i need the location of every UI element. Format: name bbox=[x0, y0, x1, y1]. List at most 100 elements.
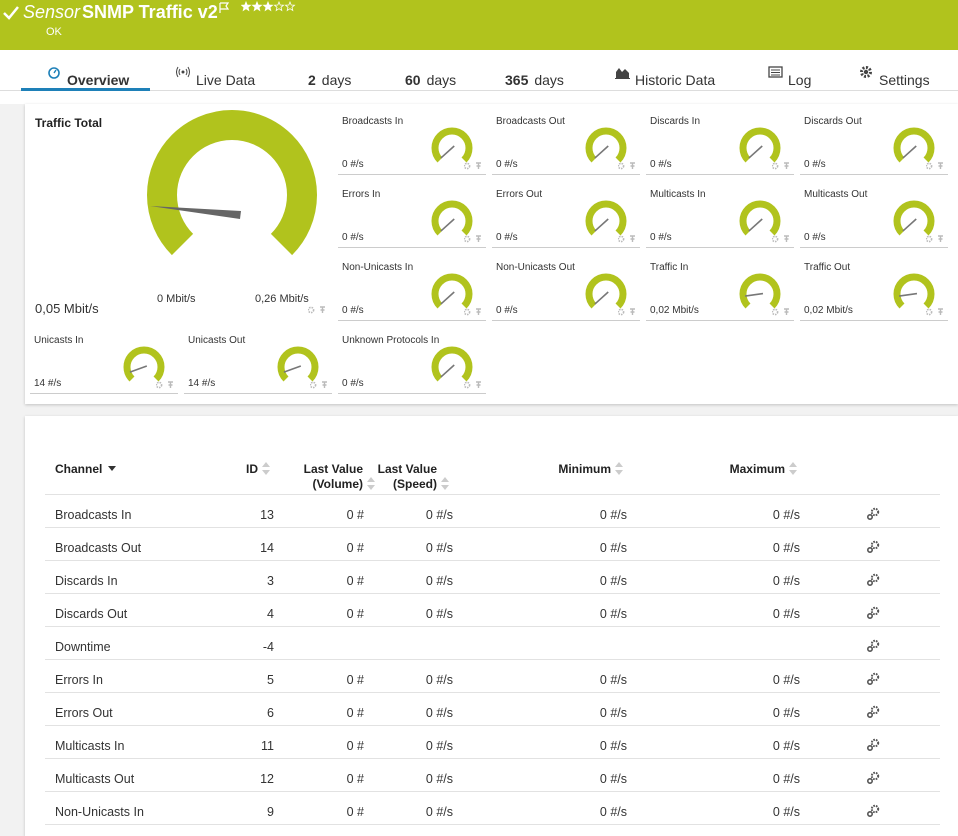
gauge-tools[interactable] bbox=[464, 235, 484, 243]
column-header-text[interactable]: Maximum bbox=[729, 462, 785, 476]
tab-label[interactable]: Historic Data bbox=[635, 72, 716, 88]
tab[interactable]: 365 days bbox=[505, 72, 564, 88]
column-header-text[interactable]: ID bbox=[246, 462, 258, 476]
channel-settings-icon[interactable] bbox=[866, 606, 880, 620]
sort-icon[interactable] bbox=[789, 462, 797, 475]
gauge-tools[interactable] bbox=[464, 308, 484, 316]
tab-icon[interactable] bbox=[47, 65, 62, 80]
cell: 0 # bbox=[346, 805, 364, 819]
channel-name[interactable]: Multicasts Out bbox=[55, 772, 135, 786]
cell: 0 #/s bbox=[772, 772, 800, 786]
channel-settings-icon[interactable] bbox=[866, 639, 880, 653]
tab[interactable]: Log bbox=[788, 72, 811, 88]
gauge-tools[interactable] bbox=[926, 235, 946, 243]
tab-label[interactable]: days bbox=[321, 72, 352, 88]
gauge-tools[interactable] bbox=[926, 162, 946, 170]
column-header[interactable]: Maximum bbox=[730, 462, 785, 477]
tab[interactable]: Historic Data bbox=[635, 72, 715, 88]
mini-gauge bbox=[585, 200, 627, 236]
sort-icon[interactable] bbox=[615, 462, 623, 475]
channel-name[interactable]: Non-Unicasts In bbox=[55, 805, 144, 819]
channel-name[interactable]: Errors In bbox=[55, 673, 103, 687]
tab-label[interactable]: Live Data bbox=[196, 72, 256, 88]
channel-name[interactable]: Errors Out bbox=[55, 706, 113, 720]
tab[interactable]: Settings bbox=[879, 72, 930, 88]
gauge-tools[interactable] bbox=[618, 235, 638, 243]
tab-label[interactable]: Overview bbox=[67, 72, 130, 88]
channel-name[interactable]: Discards In bbox=[55, 574, 118, 588]
channel-settings-icon[interactable] bbox=[866, 804, 880, 818]
tab-count[interactable]: 365 bbox=[505, 72, 529, 88]
column-header[interactable]: Minimum bbox=[558, 462, 611, 477]
gauge-tools[interactable] bbox=[772, 162, 792, 170]
gauge-divider bbox=[646, 320, 794, 321]
column-header-text[interactable]: (Volume) bbox=[312, 477, 363, 491]
tab[interactable]: Live Data bbox=[196, 72, 255, 88]
tab-label[interactable]: days bbox=[426, 72, 457, 88]
gauge-tools[interactable] bbox=[310, 381, 330, 389]
tab[interactable]: 2 days bbox=[308, 72, 351, 88]
column-header[interactable]: Last Value (Speed) bbox=[378, 462, 437, 492]
channel-settings-icon[interactable] bbox=[866, 738, 880, 752]
flag-icon[interactable] bbox=[218, 2, 230, 14]
channel-name[interactable]: Multicasts In bbox=[55, 739, 125, 753]
tab-label[interactable]: Settings bbox=[879, 72, 930, 88]
mini-gauge bbox=[739, 127, 781, 163]
gauge-label: Non-Unicasts Out bbox=[496, 262, 575, 273]
tab-icon[interactable] bbox=[768, 65, 783, 80]
priority-stars[interactable] bbox=[241, 1, 301, 13]
gauge-divider bbox=[338, 393, 486, 394]
tab-icon[interactable] bbox=[615, 65, 630, 80]
channel-settings-icon[interactable] bbox=[866, 672, 880, 686]
column-header[interactable]: Last Value (Volume) bbox=[304, 462, 363, 492]
tab[interactable]: 60 days bbox=[405, 72, 456, 88]
gauge-tools[interactable] bbox=[618, 308, 638, 316]
channel-settings-icon[interactable] bbox=[866, 507, 880, 521]
channel-name[interactable]: Broadcasts Out bbox=[55, 541, 142, 555]
tab-label[interactable]: days bbox=[534, 72, 564, 88]
tab-count[interactable]: 60 bbox=[405, 72, 421, 88]
sort-icon[interactable] bbox=[262, 462, 270, 475]
gauge-tools[interactable] bbox=[618, 162, 638, 170]
cell: 0 #/s bbox=[599, 805, 627, 819]
channel-settings-icon[interactable] bbox=[866, 771, 880, 785]
gauge-label: Traffic In bbox=[650, 262, 689, 273]
column-header-text[interactable]: (Speed) bbox=[392, 477, 437, 491]
channel-settings-icon[interactable] bbox=[866, 705, 880, 719]
channel-settings-icon[interactable] bbox=[866, 540, 880, 554]
gauge-label: Multicasts In bbox=[650, 189, 706, 200]
gauge-tools[interactable] bbox=[772, 308, 792, 316]
gauge-tools[interactable] bbox=[464, 381, 484, 389]
gauge-tools[interactable] bbox=[772, 235, 792, 243]
sort-desc-icon[interactable] bbox=[108, 466, 116, 472]
gauge-label: Broadcasts Out bbox=[496, 116, 565, 127]
header-prefix: Sensor bbox=[23, 2, 81, 22]
channel-name[interactable]: Discards Out bbox=[55, 607, 128, 621]
mini-gauge bbox=[431, 273, 473, 309]
gauge-tools[interactable] bbox=[156, 381, 176, 389]
tab-icon[interactable] bbox=[859, 65, 874, 80]
tab-icon[interactable] bbox=[176, 65, 191, 80]
gauge-tools[interactable] bbox=[308, 306, 328, 314]
cell: 0 #/s bbox=[772, 574, 800, 588]
cell: 3 bbox=[267, 574, 274, 588]
tab-active[interactable]: Overview bbox=[67, 72, 129, 88]
tab-bar bbox=[0, 50, 958, 104]
column-header[interactable]: ID bbox=[246, 462, 258, 477]
gauge-tools[interactable] bbox=[926, 308, 946, 316]
tab-count[interactable]: 2 bbox=[308, 72, 316, 88]
sort-icon[interactable] bbox=[441, 477, 449, 490]
tab-label[interactable]: Log bbox=[788, 72, 812, 88]
channel-settings-icon[interactable] bbox=[866, 573, 880, 587]
column-header-text[interactable]: Minimum bbox=[558, 462, 611, 476]
gauge-tools[interactable] bbox=[464, 162, 484, 170]
cell: 0 #/s bbox=[772, 508, 800, 522]
channel-name[interactable]: Broadcasts In bbox=[55, 508, 132, 522]
channel-name[interactable]: Downtime bbox=[55, 640, 111, 654]
column-header-text[interactable]: Last Value bbox=[377, 462, 437, 476]
sort-icon[interactable] bbox=[367, 477, 375, 490]
column-header-text[interactable]: Last Value bbox=[303, 462, 363, 476]
column-header[interactable]: Channel bbox=[55, 462, 102, 477]
column-header-text[interactable]: Channel bbox=[55, 462, 103, 476]
